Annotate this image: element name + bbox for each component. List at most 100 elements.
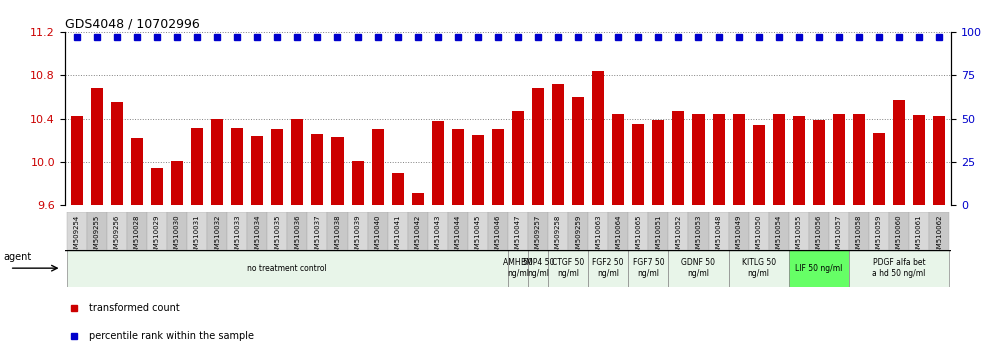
Bar xyxy=(728,250,789,287)
Text: GSM510058: GSM510058 xyxy=(856,214,862,257)
Bar xyxy=(552,84,564,205)
Bar xyxy=(251,136,263,205)
Text: GSM510042: GSM510042 xyxy=(414,214,420,257)
Bar xyxy=(913,115,925,205)
Bar xyxy=(833,114,845,205)
Bar xyxy=(749,212,769,250)
Bar xyxy=(708,212,728,250)
Bar xyxy=(668,212,688,250)
Bar xyxy=(568,212,589,250)
Text: GSM510039: GSM510039 xyxy=(355,214,361,257)
Bar xyxy=(488,212,508,250)
Text: GSM510044: GSM510044 xyxy=(455,214,461,257)
Bar xyxy=(231,129,243,205)
Text: CTGF 50
ng/ml: CTGF 50 ng/ml xyxy=(552,258,585,278)
Bar xyxy=(328,212,348,250)
Bar xyxy=(688,212,708,250)
Bar xyxy=(889,212,909,250)
Text: KITLG 50
ng/ml: KITLG 50 ng/ml xyxy=(742,258,776,278)
Bar xyxy=(632,124,644,205)
Bar xyxy=(368,212,387,250)
Bar xyxy=(107,212,126,250)
Bar xyxy=(869,212,889,250)
Text: LIF 50 ng/ml: LIF 50 ng/ml xyxy=(795,264,843,273)
Text: GSM510061: GSM510061 xyxy=(916,214,922,257)
Text: GSM510060: GSM510060 xyxy=(896,214,902,257)
Text: transformed count: transformed count xyxy=(90,303,180,313)
Bar xyxy=(628,212,648,250)
Bar xyxy=(431,121,444,205)
Text: GSM510041: GSM510041 xyxy=(394,214,400,257)
Bar xyxy=(407,212,427,250)
Text: percentile rank within the sample: percentile rank within the sample xyxy=(90,331,254,341)
Text: GSM510036: GSM510036 xyxy=(295,214,301,257)
Bar xyxy=(753,125,765,205)
Text: BMP4 50
ng/ml: BMP4 50 ng/ml xyxy=(521,258,555,278)
Bar xyxy=(508,250,528,287)
Bar xyxy=(593,71,605,205)
Text: GSM509259: GSM509259 xyxy=(575,214,581,257)
Bar xyxy=(167,212,187,250)
Bar xyxy=(528,212,548,250)
Bar xyxy=(909,212,929,250)
Bar xyxy=(312,134,324,205)
Bar xyxy=(67,212,87,250)
Text: GSM510059: GSM510059 xyxy=(875,214,882,257)
Bar xyxy=(609,212,628,250)
Bar xyxy=(789,212,809,250)
Bar xyxy=(733,114,745,205)
Bar xyxy=(872,133,885,205)
Bar xyxy=(91,88,103,205)
Text: GSM510065: GSM510065 xyxy=(635,214,641,257)
Bar xyxy=(589,250,628,287)
Text: GSM510048: GSM510048 xyxy=(715,214,721,257)
Text: GSM510063: GSM510063 xyxy=(596,214,602,257)
Bar xyxy=(151,169,163,205)
Bar xyxy=(387,212,407,250)
Text: no treatment control: no treatment control xyxy=(247,264,328,273)
Bar xyxy=(532,88,544,205)
Text: GSM510030: GSM510030 xyxy=(174,214,180,257)
Bar xyxy=(508,212,528,250)
Text: GSM510050: GSM510050 xyxy=(756,214,762,257)
Bar xyxy=(712,114,724,205)
Bar xyxy=(191,129,203,205)
Bar xyxy=(652,120,664,205)
Bar xyxy=(829,212,849,250)
Bar xyxy=(427,212,448,250)
Text: GSM509256: GSM509256 xyxy=(114,214,120,257)
Text: GSM510053: GSM510053 xyxy=(695,214,701,257)
Bar xyxy=(692,114,704,205)
Text: GSM510057: GSM510057 xyxy=(836,214,842,257)
Bar xyxy=(452,130,464,205)
Text: GSM510034: GSM510034 xyxy=(254,214,260,257)
Bar xyxy=(348,212,368,250)
Text: PDGF alfa bet
a hd 50 ng/ml: PDGF alfa bet a hd 50 ng/ml xyxy=(872,258,925,278)
Text: GSM510062: GSM510062 xyxy=(936,214,942,257)
Bar xyxy=(789,250,849,287)
Bar xyxy=(171,161,183,205)
Text: GSM510040: GSM510040 xyxy=(374,214,380,257)
Text: GSM510045: GSM510045 xyxy=(475,214,481,257)
Bar xyxy=(207,212,227,250)
Bar xyxy=(672,111,684,205)
Text: GSM510049: GSM510049 xyxy=(736,214,742,257)
Bar xyxy=(111,102,123,205)
Bar xyxy=(933,116,945,205)
Bar xyxy=(147,212,167,250)
Bar xyxy=(728,212,749,250)
Bar xyxy=(929,212,949,250)
Bar xyxy=(292,119,304,205)
Bar xyxy=(809,212,829,250)
Text: GSM509258: GSM509258 xyxy=(555,214,561,257)
Bar xyxy=(613,114,624,205)
Bar xyxy=(793,116,805,205)
Bar xyxy=(648,212,668,250)
Text: GSM510035: GSM510035 xyxy=(274,214,280,257)
Bar xyxy=(628,250,668,287)
Text: GSM510046: GSM510046 xyxy=(495,214,501,257)
Text: GSM510051: GSM510051 xyxy=(655,214,661,257)
Text: GSM510054: GSM510054 xyxy=(776,214,782,257)
Bar xyxy=(472,135,484,205)
Bar xyxy=(411,193,423,205)
